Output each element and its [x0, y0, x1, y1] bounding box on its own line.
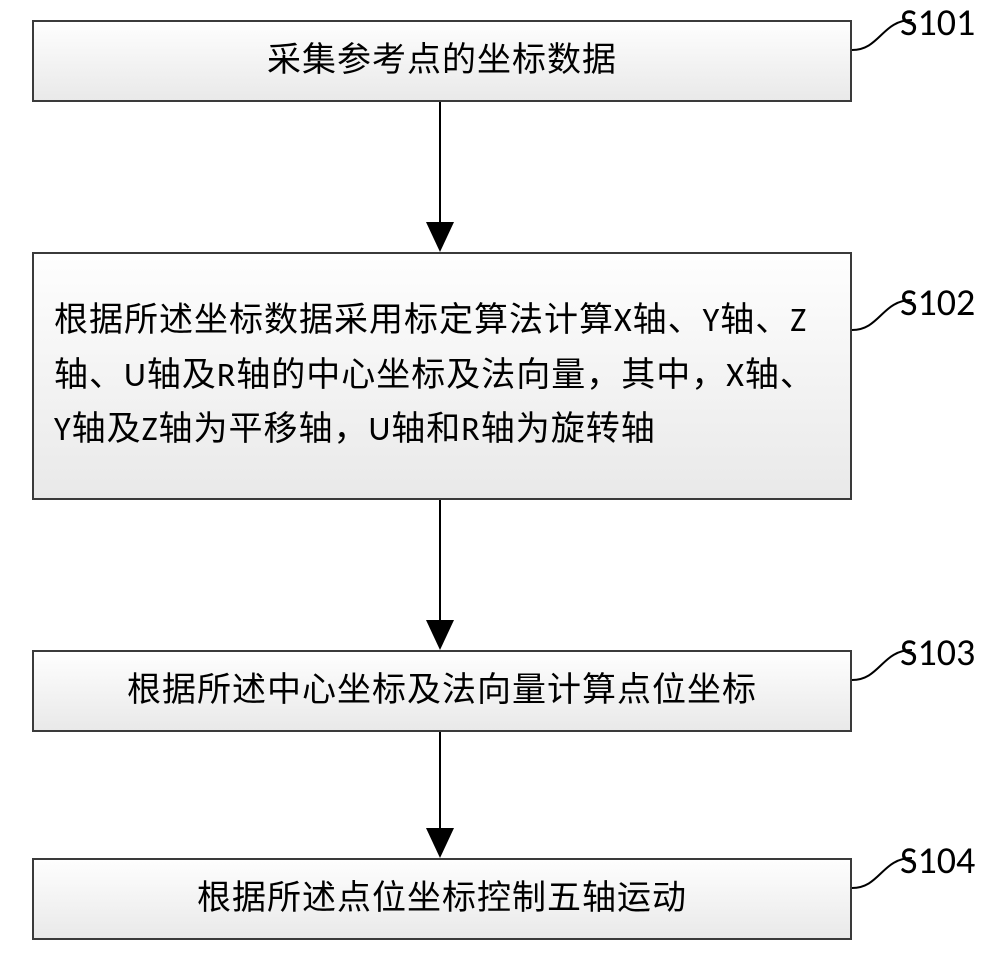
flow-node-s104: 根据所述点位坐标控制五轴运动 [32, 858, 852, 940]
flow-edge-2-head [426, 620, 454, 650]
flow-label-s104: S104 [900, 838, 975, 884]
flow-edge-1-head [426, 222, 454, 252]
flow-node-s101: 采集参考点的坐标数据 [32, 20, 852, 102]
flow-node-s101-text: 采集参考点的坐标数据 [267, 34, 617, 88]
flow-edge-3-head [426, 828, 454, 858]
flow-node-s104-text: 根据所述点位坐标控制五轴运动 [197, 872, 687, 926]
flow-node-s103: 根据所述中心坐标及法向量计算点位坐标 [32, 650, 852, 732]
flow-node-s102: 根据所述坐标数据采用标定算法计算X轴、Y轴、Z轴、U轴及R轴的中心坐标及法向量，… [32, 252, 852, 500]
flow-edge-1-line [439, 102, 441, 222]
flow-node-s103-text: 根据所述中心坐标及法向量计算点位坐标 [127, 664, 757, 718]
flow-node-s102-text: 根据所述坐标数据采用标定算法计算X轴、Y轴、Z轴、U轴及R轴的中心坐标及法向量，… [54, 294, 830, 457]
flowchart-canvas: 采集参考点的坐标数据 S101 根据所述坐标数据采用标定算法计算X轴、Y轴、Z轴… [0, 0, 1000, 958]
flow-label-s101: S101 [900, 0, 975, 46]
flow-label-s103: S103 [900, 630, 975, 676]
flow-edge-3-line [439, 732, 441, 828]
flow-label-s102: S102 [900, 280, 975, 326]
flow-edge-2-line [439, 500, 441, 620]
